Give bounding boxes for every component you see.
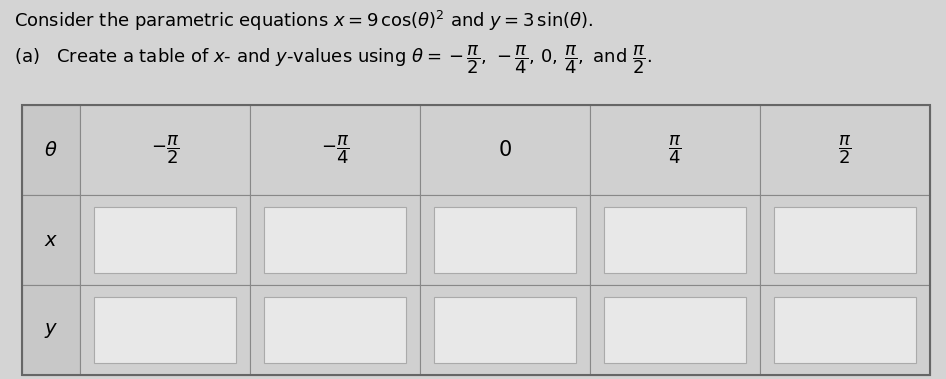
Bar: [22, 285, 80, 375]
Text: $\theta$: $\theta$: [44, 141, 58, 160]
Bar: [433, 207, 576, 273]
Bar: [420, 285, 590, 375]
Text: $-\dfrac{\pi}{2}$: $-\dfrac{\pi}{2}$: [150, 134, 180, 166]
Text: Consider the parametric equations $x = 9\,\mathrm{cos}(\theta)^2$ and $y = 3\,\m: Consider the parametric equations $x = 9…: [14, 9, 593, 33]
Bar: [420, 105, 590, 195]
Bar: [760, 195, 930, 285]
Bar: [250, 195, 420, 285]
Bar: [22, 195, 80, 285]
Bar: [250, 285, 420, 375]
Text: $0$: $0$: [498, 140, 512, 160]
Text: (a)   Create a table of $x$- and $y$-values using $\theta = -\dfrac{\pi}{2},\,-\: (a) Create a table of $x$- and $y$-value…: [14, 43, 652, 76]
Bar: [94, 297, 236, 363]
Bar: [80, 285, 250, 375]
Bar: [590, 195, 760, 285]
Bar: [22, 105, 80, 195]
Bar: [264, 297, 407, 363]
Bar: [80, 105, 250, 195]
Bar: [604, 297, 746, 363]
Text: $y$: $y$: [44, 321, 58, 340]
Bar: [22, 105, 930, 375]
Bar: [760, 105, 930, 195]
Bar: [264, 207, 407, 273]
Bar: [604, 207, 746, 273]
Bar: [420, 195, 590, 285]
Text: $-\dfrac{\pi}{4}$: $-\dfrac{\pi}{4}$: [321, 134, 349, 166]
Bar: [590, 285, 760, 375]
Text: $\dfrac{\pi}{2}$: $\dfrac{\pi}{2}$: [838, 134, 851, 166]
Bar: [80, 195, 250, 285]
Bar: [774, 297, 917, 363]
Text: $\dfrac{\pi}{4}$: $\dfrac{\pi}{4}$: [668, 134, 682, 166]
Bar: [590, 105, 760, 195]
Bar: [433, 297, 576, 363]
Bar: [760, 285, 930, 375]
Text: $x$: $x$: [44, 230, 58, 249]
Bar: [94, 207, 236, 273]
Bar: [774, 207, 917, 273]
Bar: [250, 105, 420, 195]
